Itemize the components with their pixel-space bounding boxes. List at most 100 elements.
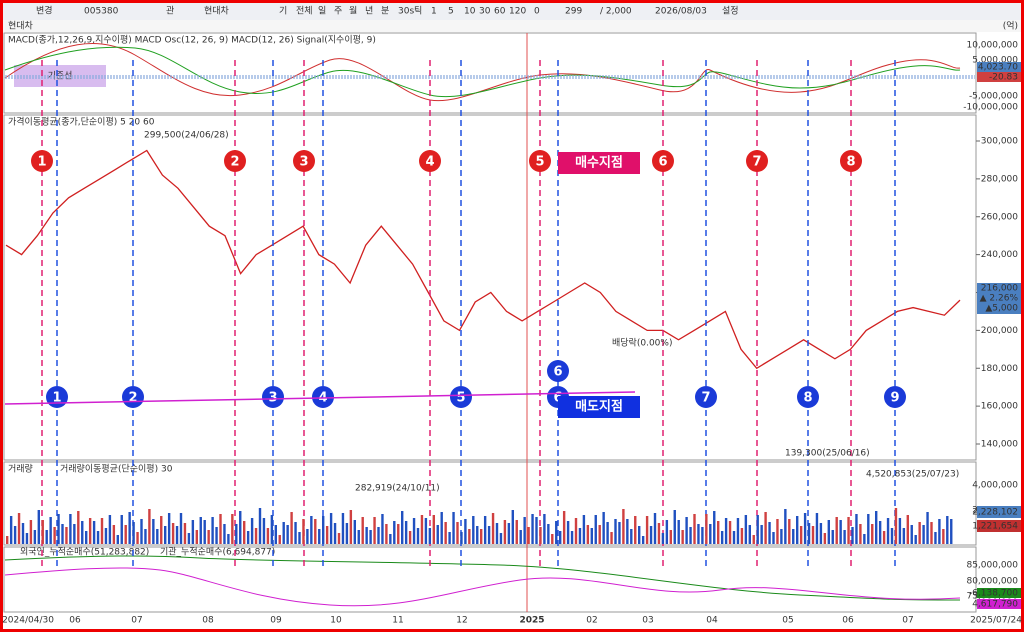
volume-bar (341, 513, 345, 544)
volume-bar (910, 525, 913, 544)
volume-bar (361, 517, 364, 544)
volume-bar (294, 522, 297, 544)
volume-bar (855, 514, 858, 544)
unit: (억) (1003, 20, 1018, 32)
volume-bar (543, 514, 546, 544)
volume-bar (886, 518, 890, 544)
sell-tag (558, 396, 640, 418)
volume-bar (416, 528, 420, 544)
volume-bar (45, 530, 48, 544)
volume-bar (404, 521, 408, 544)
volume-bar (57, 514, 60, 544)
volume-bar (13, 526, 17, 544)
toolbar-item[interactable]: 현대차 (204, 5, 230, 17)
volume-bar (322, 516, 325, 544)
volume-bar (555, 521, 558, 544)
sell-marker (797, 386, 819, 408)
volume-bar (950, 519, 953, 544)
volume-bar (120, 515, 123, 544)
volume-bar (195, 530, 198, 544)
volume-bar (574, 518, 578, 544)
buy-tag-text: 매수지점 (575, 156, 623, 171)
volume-bar (318, 529, 321, 544)
volume-bar (807, 523, 811, 544)
toolbar-item[interactable]: 299 (565, 7, 582, 17)
sell-number: 7 (701, 391, 710, 406)
toolbar-item[interactable]: 120 (509, 7, 526, 17)
volume-note: 4,520,853(25/07/23) (866, 470, 959, 480)
signal-line (4, 46, 961, 98)
toolbar-item[interactable]: 0 (534, 7, 540, 17)
toolbar-item[interactable]: 전체 (296, 6, 313, 17)
toolbar-item[interactable]: 틱 (414, 5, 422, 17)
buy-number: 6 (658, 155, 667, 170)
investor-tick: 85,000,000 (966, 561, 1018, 571)
y-tick-label: 260,000 (981, 212, 1018, 222)
volume-bar (871, 524, 874, 544)
volume-badge: 2,228,102 (972, 508, 1018, 518)
buy-number: 8 (846, 155, 855, 170)
volume-bar (456, 522, 459, 544)
volume-bar (128, 512, 131, 544)
volume-bar (634, 516, 637, 544)
volume-bar (25, 533, 29, 544)
volume-bar (243, 521, 246, 544)
volume-bar (282, 522, 285, 544)
volume-bar (337, 533, 341, 544)
toolbar-item[interactable]: 월 (349, 5, 357, 17)
volume-bar (926, 512, 929, 544)
toolbar-item[interactable]: 관 (166, 6, 174, 17)
x-axis-label: 12 (456, 616, 467, 626)
toolbar-item[interactable]: 10 (464, 7, 476, 17)
volume-bar (88, 518, 92, 544)
toolbar-item[interactable]: 일 (318, 6, 326, 17)
toolbar-item[interactable]: 주 (334, 6, 342, 17)
toolbar-item[interactable]: 기 (279, 6, 287, 17)
low-note: 139,300(25/06/16) (785, 449, 870, 459)
toolbar-item[interactable]: 변경 (36, 5, 53, 17)
toolbar-item[interactable]: 2026/08/03 (655, 7, 707, 17)
volume-frame (3, 461, 977, 546)
volume-bar (598, 525, 601, 544)
toolbar-item[interactable]: 설정 (722, 6, 739, 17)
volume-bar (748, 525, 751, 544)
toolbar-item[interactable]: 005380 (84, 7, 119, 17)
volume-bar (535, 517, 538, 544)
volume-bar (590, 528, 593, 544)
volume-bar (69, 514, 72, 544)
macd-tick: 5,000,000 (972, 56, 1018, 66)
macd-frame (3, 32, 977, 114)
volume-bar (752, 535, 755, 544)
volume-bar (432, 515, 435, 544)
volume-bar (17, 513, 21, 544)
sell-marker (695, 386, 717, 408)
volume-bar (732, 531, 736, 544)
toolbar-item[interactable]: 5 (448, 7, 454, 17)
volume-bar (811, 526, 815, 544)
toolbar-item[interactable]: 분 (381, 6, 389, 17)
sell-marker (122, 386, 144, 408)
volume-bar (37, 510, 40, 544)
sell-marker (547, 360, 569, 382)
toolbar-item[interactable]: 1 (431, 7, 437, 17)
toolbar-item[interactable]: 년 (365, 6, 373, 17)
volume-bar (515, 520, 518, 544)
volume-bar (736, 518, 740, 544)
volume-bar (270, 515, 274, 544)
toolbar-item[interactable]: 60 (494, 7, 506, 17)
volume-bar (306, 529, 309, 544)
buy-number: 1 (37, 155, 46, 170)
volume-bar (140, 519, 143, 544)
volume-bar (254, 528, 258, 544)
buy-marker (31, 150, 53, 172)
badge (977, 283, 1021, 314)
toolbar-item[interactable]: 30s (398, 7, 414, 17)
volume-bar (148, 509, 151, 544)
x-axis-label: 06 (842, 616, 854, 626)
sell-marker (312, 386, 334, 408)
toolbar-item[interactable]: 30 (479, 7, 491, 17)
volume-bar (329, 513, 333, 544)
volume-bar (325, 526, 329, 544)
volume-bar (314, 519, 317, 544)
toolbar-item[interactable]: / 2,000 (600, 7, 632, 17)
